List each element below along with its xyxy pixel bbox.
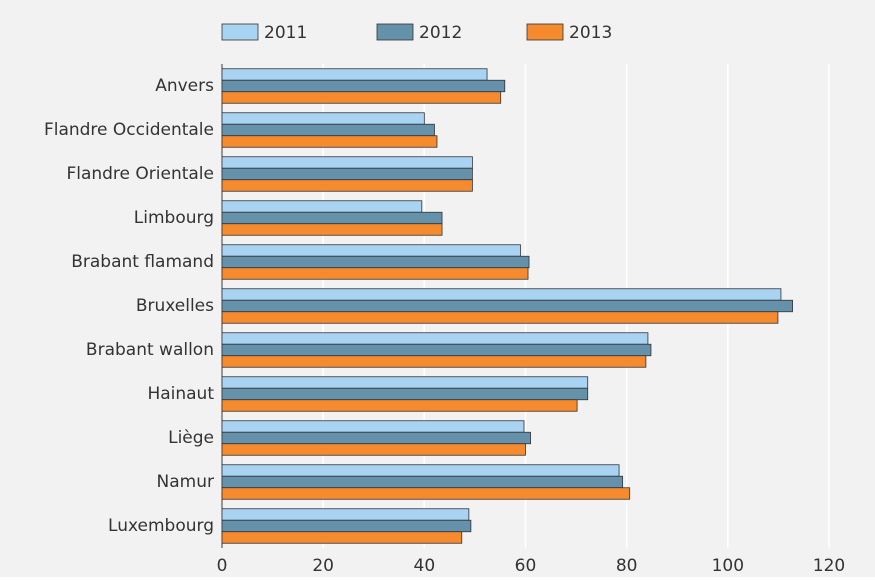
bar: [221, 420, 525, 433]
bar: [221, 179, 473, 192]
bar: [221, 443, 526, 456]
y-tick-label: Flandre Orientale: [66, 164, 214, 184]
bar: [221, 376, 589, 389]
y-tick-label: Hainaut: [147, 384, 214, 404]
bar: [221, 464, 620, 477]
bar: [221, 531, 463, 544]
y-tick-label: Brabant wallon: [86, 340, 214, 360]
legend-swatch: [221, 23, 259, 41]
bar: [221, 475, 624, 489]
x-tick-label: 0: [217, 556, 228, 576]
bar: [221, 200, 423, 213]
y-tick-label: Bruxelles: [136, 296, 214, 316]
y-tick-label: Limbourg: [134, 208, 214, 228]
bar: [221, 508, 470, 521]
x-tick-label: 40: [414, 556, 436, 576]
bar: [221, 68, 488, 81]
legend-swatch: [526, 23, 564, 41]
bar: [221, 211, 443, 225]
legend-label: 2011: [264, 23, 307, 43]
bar: [221, 167, 473, 181]
y-tick-label: Brabant flamand: [71, 252, 214, 272]
bar: [221, 519, 472, 533]
bar: [221, 355, 647, 368]
bar: [221, 343, 652, 357]
y-tick-label: Liège: [168, 428, 214, 448]
bar: [221, 223, 443, 236]
bar: [221, 288, 782, 301]
bar: [221, 79, 506, 93]
bar: [221, 123, 435, 137]
bar: [221, 255, 530, 269]
bar: [221, 156, 473, 169]
bar: [221, 311, 779, 324]
x-tick-label: 100: [712, 556, 744, 576]
legend-label: 2012: [419, 23, 462, 43]
bar: [221, 487, 631, 500]
bar: [221, 91, 502, 104]
y-tick-label: Anvers: [155, 76, 214, 96]
bar: [221, 399, 578, 412]
legend-label: 2013: [569, 23, 612, 43]
bar: [221, 135, 438, 148]
x-tick-label: 80: [616, 556, 638, 576]
bar: [221, 112, 425, 125]
bar: [221, 431, 531, 445]
x-tick-label: 120: [813, 556, 845, 576]
y-tick-label: Luxembourg: [108, 516, 214, 536]
bar: [221, 332, 649, 345]
bar: [221, 267, 529, 280]
bar: [221, 244, 521, 257]
bar: [221, 387, 589, 401]
y-tick-label: Namur: [157, 472, 214, 492]
x-tick-label: 20: [312, 556, 334, 576]
bar: [221, 299, 793, 313]
x-tick-label: 60: [515, 556, 537, 576]
y-tick-label: Flandre Occidentale: [44, 120, 214, 140]
legend-swatch: [376, 23, 414, 41]
